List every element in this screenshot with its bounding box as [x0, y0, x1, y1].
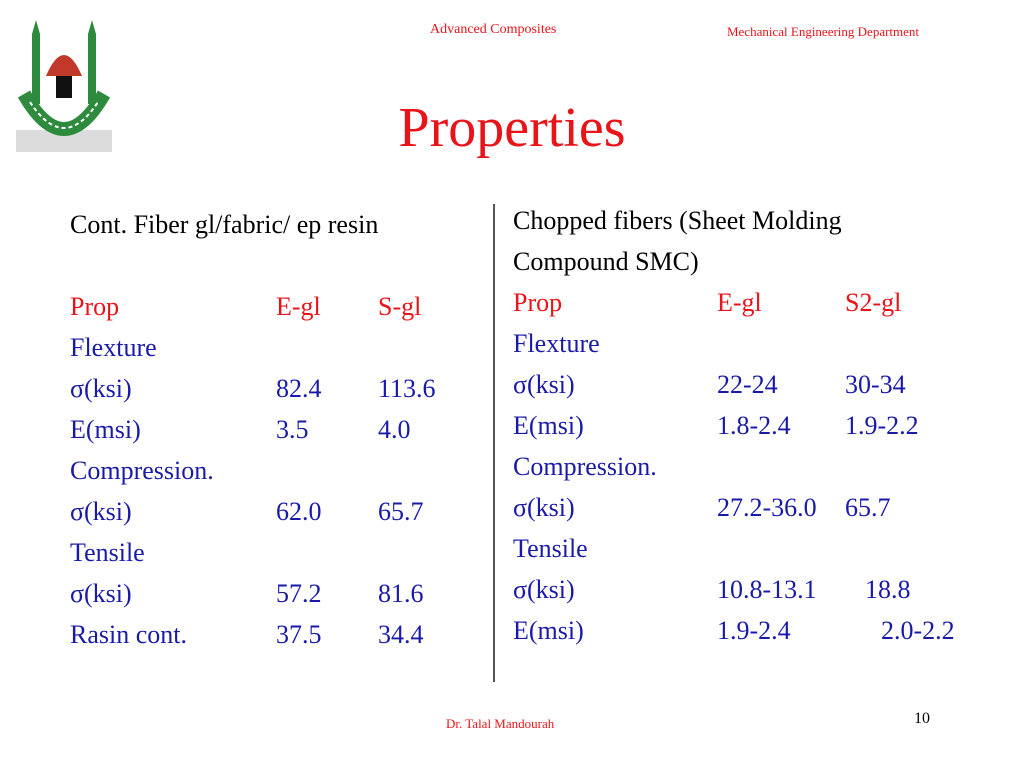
right-col-egl: E-gl [717, 288, 762, 317]
row-value-s2gl: 2.0-2.2 [881, 616, 955, 645]
table-row: σ(ksi) 22-24 30-34 [513, 364, 906, 405]
page-number: 10 [914, 710, 930, 727]
row-value-sgl: 4.0 [378, 415, 411, 444]
left-col-egl: E-gl [276, 292, 321, 321]
row-label: σ(ksi) [513, 575, 575, 604]
table-row: Compression. [513, 446, 842, 487]
table-row: σ(ksi) 82.4 113.6 [70, 368, 436, 409]
course-title: Advanced Composites [430, 22, 557, 37]
row-label: E(msi) [513, 411, 584, 440]
row-value-egl: 3.5 [276, 415, 309, 444]
row-label: Tensile [70, 538, 145, 567]
table-row: σ(ksi) 27.2-36.0 65.7 [513, 487, 891, 528]
column-divider [493, 204, 495, 682]
row-label: Tensile [513, 534, 588, 563]
row-label: Compression. [513, 452, 657, 481]
row-label: σ(ksi) [70, 579, 132, 608]
slide-title: Properties [398, 97, 626, 159]
table-row: Flexture [70, 327, 378, 368]
table-row: σ(ksi) 57.2 81.6 [70, 573, 424, 614]
department-name: Mechanical Engineering Department [727, 24, 920, 39]
right-col-prop: Prop [513, 288, 563, 317]
university-logo-icon [16, 20, 112, 152]
left-header-row: Prop E-gl S-gl [70, 286, 421, 327]
row-value-egl: 1.9-2.4 [717, 616, 791, 645]
row-label: Flexture [70, 333, 157, 362]
row-value-egl: 27.2-36.0 [717, 493, 817, 522]
table-row: Compression. [70, 450, 378, 491]
row-label: σ(ksi) [70, 497, 132, 526]
row-value-s2gl: 1.9-2.2 [845, 411, 919, 440]
right-col-s2gl: S2-gl [845, 288, 902, 317]
row-value-egl: 62.0 [276, 497, 322, 526]
table-row: E(msi) 1.9-2.4 2.0-2.2 [513, 610, 955, 651]
row-value-s2gl: 30-34 [845, 370, 906, 399]
row-value-egl: 10.8-13.1 [717, 575, 817, 604]
right-column: Chopped fibers (Sheet Molding Compound S… [513, 200, 955, 651]
university-logo [16, 14, 112, 152]
row-label: Flexture [513, 329, 600, 358]
row-value-sgl: 113.6 [378, 374, 436, 403]
table-row: Rasin cont. 37.5 34.4 [70, 614, 424, 655]
left-col-sgl: S-gl [378, 292, 422, 321]
row-label: Rasin cont. [70, 620, 187, 649]
row-label: E(msi) [70, 415, 141, 444]
table-row: E(msi) 3.5 4.0 [70, 409, 411, 450]
left-heading: Cont. Fiber gl/fabric/ ep resin [70, 210, 379, 239]
spacer [70, 245, 378, 286]
table-row: Tensile [70, 532, 378, 573]
row-label: σ(ksi) [513, 493, 575, 522]
table-row: Flexture [513, 323, 842, 364]
row-value-sgl: 34.4 [378, 620, 424, 649]
row-value-sgl: 81.6 [378, 579, 424, 608]
row-value-egl: 22-24 [717, 370, 778, 399]
row-value-s2gl: 18.8 [865, 575, 911, 604]
row-value-egl: 57.2 [276, 579, 322, 608]
right-heading-line1: Chopped fibers (Sheet Molding [513, 206, 842, 235]
row-label: Compression. [70, 456, 214, 485]
row-value-s2gl: 65.7 [845, 493, 891, 522]
row-label: σ(ksi) [70, 374, 132, 403]
row-label: E(msi) [513, 616, 584, 645]
row-value-egl: 37.5 [276, 620, 322, 649]
row-value-sgl: 65.7 [378, 497, 424, 526]
table-row: σ(ksi) 10.8-13.1 18.8 [513, 569, 911, 610]
row-value-egl: 1.8-2.4 [717, 411, 791, 440]
author-name: Dr. Talal Mandourah [446, 716, 555, 731]
right-header-row: Prop E-gl S2-gl [513, 282, 901, 323]
right-heading-line2: Compound SMC) [513, 247, 699, 276]
table-row: Tensile [513, 528, 842, 569]
left-column: Cont. Fiber gl/fabric/ ep resin Prop E-g… [70, 204, 436, 655]
row-label: σ(ksi) [513, 370, 575, 399]
table-row: E(msi) 1.8-2.4 1.9-2.2 [513, 405, 919, 446]
table-row: σ(ksi) 62.0 65.7 [70, 491, 424, 532]
row-value-egl: 82.4 [276, 374, 322, 403]
left-col-prop: Prop [70, 292, 120, 321]
